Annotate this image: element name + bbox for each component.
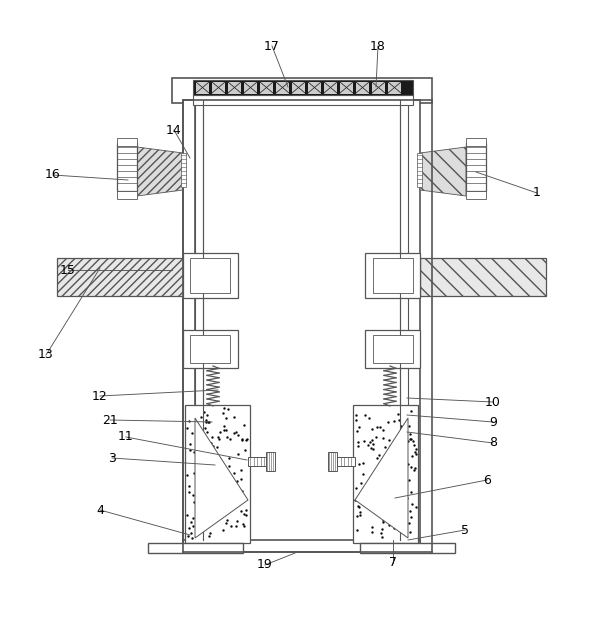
Text: 11: 11 xyxy=(118,431,134,444)
Bar xyxy=(212,81,225,94)
Bar xyxy=(373,335,413,363)
Bar xyxy=(400,100,408,545)
Text: 19: 19 xyxy=(257,558,273,571)
Bar xyxy=(266,452,275,471)
Text: 5: 5 xyxy=(461,523,469,537)
Bar xyxy=(340,81,353,94)
Text: 17: 17 xyxy=(264,39,280,52)
Bar xyxy=(183,253,238,298)
Text: 1: 1 xyxy=(533,186,541,199)
Text: 15: 15 xyxy=(60,263,76,276)
Polygon shape xyxy=(355,418,408,538)
Bar xyxy=(466,143,486,191)
Bar xyxy=(183,330,238,368)
Text: 18: 18 xyxy=(370,39,386,52)
Bar xyxy=(360,543,455,553)
Bar xyxy=(172,78,432,103)
Bar xyxy=(365,253,420,298)
Bar xyxy=(183,100,195,545)
Bar xyxy=(324,81,337,94)
Bar xyxy=(183,540,420,552)
Bar xyxy=(57,258,183,296)
Text: 3: 3 xyxy=(108,452,116,465)
Bar xyxy=(276,81,289,94)
Bar xyxy=(356,81,369,94)
Bar xyxy=(408,100,420,545)
Bar xyxy=(228,81,241,94)
Bar xyxy=(308,81,321,94)
Bar xyxy=(365,330,420,368)
Bar xyxy=(353,405,418,543)
Bar xyxy=(190,258,230,293)
Bar xyxy=(388,81,401,94)
Text: 16: 16 xyxy=(45,168,61,181)
Polygon shape xyxy=(420,147,466,196)
Bar xyxy=(244,81,257,94)
Polygon shape xyxy=(195,418,248,538)
Bar xyxy=(148,543,243,553)
Text: 14: 14 xyxy=(166,123,182,136)
Bar xyxy=(260,81,273,94)
Text: 6: 6 xyxy=(483,473,491,486)
Bar xyxy=(193,80,413,95)
Bar xyxy=(466,138,486,146)
Bar xyxy=(185,405,250,543)
Bar xyxy=(372,81,385,94)
Bar xyxy=(117,143,137,191)
Bar xyxy=(328,452,337,471)
Bar xyxy=(196,81,209,94)
Text: 8: 8 xyxy=(489,436,497,450)
Text: 12: 12 xyxy=(92,389,108,402)
Bar xyxy=(373,258,413,293)
Bar xyxy=(292,81,305,94)
Bar xyxy=(335,457,355,466)
Bar xyxy=(117,191,137,199)
Text: 9: 9 xyxy=(489,415,497,428)
Bar xyxy=(181,153,186,187)
Text: 7: 7 xyxy=(389,557,397,569)
Bar xyxy=(417,153,422,187)
Bar xyxy=(195,100,203,545)
Bar xyxy=(466,191,486,199)
Polygon shape xyxy=(137,147,183,196)
Bar xyxy=(248,457,268,466)
Text: 4: 4 xyxy=(96,503,104,516)
Bar xyxy=(420,258,546,296)
Bar xyxy=(117,138,137,146)
Text: 13: 13 xyxy=(38,349,54,362)
Bar xyxy=(190,335,230,363)
Text: 10: 10 xyxy=(485,395,501,408)
Bar xyxy=(193,95,413,105)
Text: 21: 21 xyxy=(102,413,118,426)
